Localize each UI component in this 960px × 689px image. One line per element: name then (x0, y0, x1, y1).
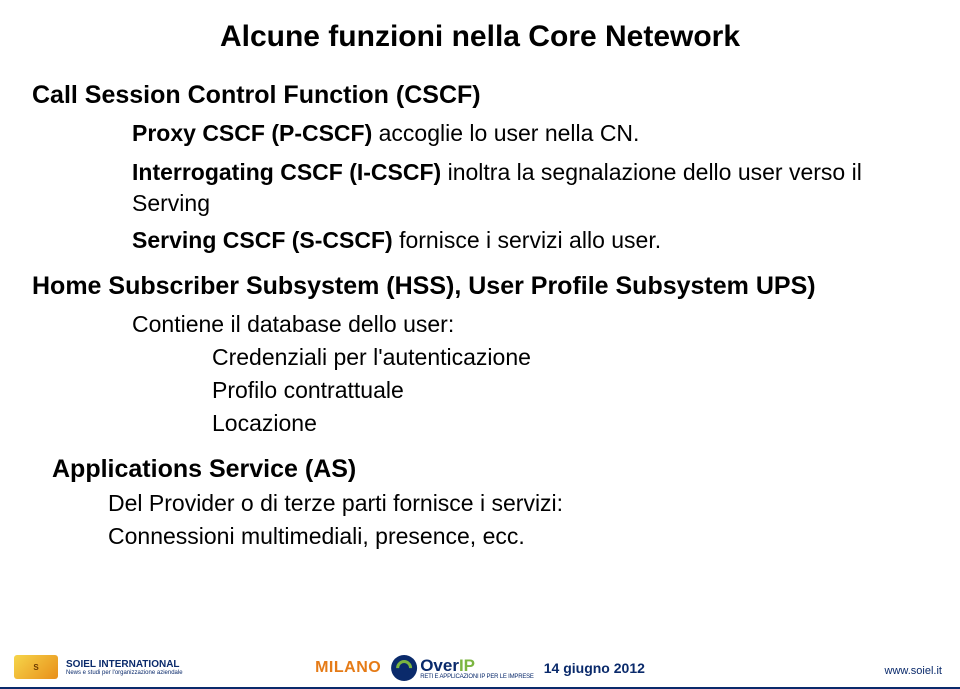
slide-content: Call Session Control Function (CSCF) Pro… (32, 75, 920, 550)
footer-url: www.soiel.it (885, 665, 942, 677)
overip-brand-sub: RETI E APPLICAZIONI IP PER LE IMPRESE (420, 674, 534, 680)
apps-heading: Applications Service (AS) (52, 455, 920, 484)
overip-brand-main: Over (420, 656, 459, 675)
soiel-label: SOIEL INTERNATIONAL (66, 659, 183, 670)
footer: S SOIEL INTERNATIONAL News e studi per l… (0, 639, 960, 689)
hss-sub1: Contiene il database dello user: (132, 311, 920, 338)
apps-line-0: Del Provider o di terze parti fornisce i… (108, 490, 920, 517)
apps-line-1: Connessioni multimediali, presence, ecc. (108, 523, 920, 550)
slide-title: Alcune funzioni nella Core Netework (0, 20, 960, 54)
soiel-text-block: SOIEL INTERNATIONAL News e studi per l'o… (66, 659, 183, 676)
cscf-item-2-prefix: Serving CSCF (S‑CSCF) (132, 227, 393, 253)
cscf-item-0-prefix: Proxy CSCF (P‑CSCF) (132, 120, 372, 146)
footer-city: MILANO (315, 659, 381, 677)
hss-heading: Home Subscriber Subsystem (HSS), User Pr… (32, 272, 920, 301)
overip-brand-ip: IP (459, 656, 475, 675)
apps-block: Applications Service (AS) Del Provider o… (52, 455, 920, 550)
soiel-tagline: News e studi per l'organizzazione aziend… (66, 670, 183, 676)
overip-logo: OverIP RETI E APPLICAZIONI IP PER LE IMP… (391, 655, 534, 681)
cscf-item-2: Serving CSCF (S‑CSCF) fornisce i servizi… (132, 227, 920, 254)
footer-date: 14 giugno 2012 (544, 660, 645, 676)
cscf-item-2-rest: fornisce i servizi allo user. (393, 227, 661, 253)
soiel-logo-icon: S (14, 655, 58, 679)
hss-subitem-0: Credenziali per l'autenticazione (212, 344, 920, 371)
cscf-heading: Call Session Control Function (CSCF) (32, 81, 920, 110)
footer-left: S SOIEL INTERNATIONAL News e studi per l… (14, 655, 183, 679)
footer-center: MILANO OverIP RETI E APPLICAZIONI IP PER… (315, 655, 645, 681)
cscf-item-1-prefix: Interrogating CSCF (I‑CSCF) (132, 159, 441, 185)
cscf-item-0-rest: accoglie lo user nella CN. (372, 120, 639, 146)
overip-arc-icon (393, 657, 416, 680)
cscf-item-0: Proxy CSCF (P‑CSCF) accoglie lo user nel… (132, 120, 920, 147)
hss-subitem-2: Locazione (212, 410, 920, 437)
cscf-item-1: Interrogating CSCF (I‑CSCF) inoltra la s… (132, 157, 920, 219)
overip-circle-icon (391, 655, 417, 681)
overip-text: OverIP RETI E APPLICAZIONI IP PER LE IMP… (420, 657, 534, 680)
slide: Alcune funzioni nella Core Netework Call… (0, 0, 960, 689)
hss-subitem-1: Profilo contrattuale (212, 377, 920, 404)
